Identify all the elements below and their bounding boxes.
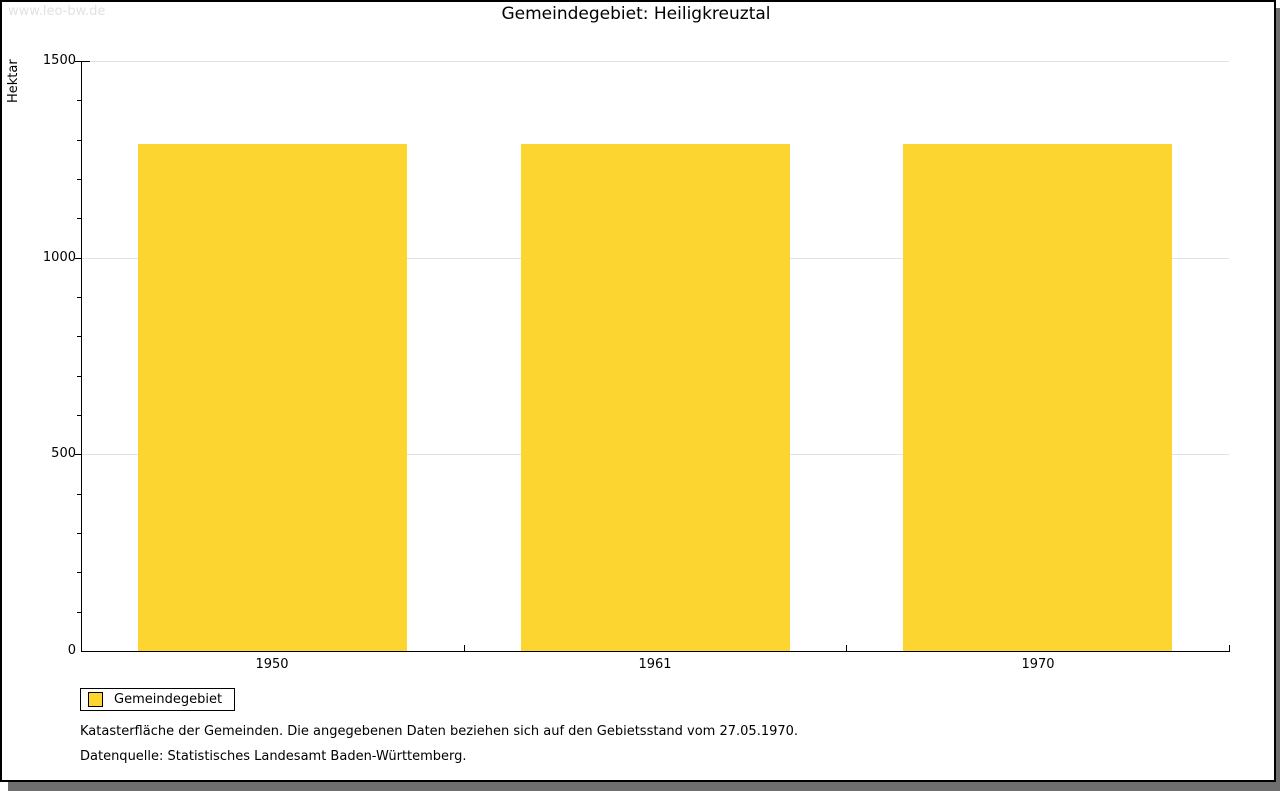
y-axis-title: Hektar <box>6 59 21 103</box>
plot-area: 1950 1961 1970 0 500 1000 1500 <box>42 53 1230 672</box>
y-tick-label-0: 0 <box>67 643 76 658</box>
legend-swatch-icon <box>88 692 103 707</box>
gridline-1500 <box>90 61 1229 62</box>
frame-shadow-bottom <box>8 782 1280 791</box>
y-tick-label-1500: 1500 <box>42 53 76 68</box>
x-axis-line <box>81 651 1230 652</box>
y-tick-800 <box>77 336 81 337</box>
y-tick-1400 <box>77 100 81 101</box>
footnote-source-note: Katasterfläche der Gemeinden. Die angege… <box>80 724 799 739</box>
x-tick-label-1970: 1970 <box>1021 657 1055 672</box>
y-tick-label-500: 500 <box>51 446 76 461</box>
y-tick-900 <box>77 297 81 298</box>
x-boundary-tick-2 <box>846 645 847 652</box>
legend-box: Gemeindegebiet <box>80 688 236 711</box>
y-tick-1000 <box>75 258 81 259</box>
x-boundary-tick-3 <box>1229 645 1230 652</box>
x-tick-label-1961: 1961 <box>638 657 672 672</box>
y-tick-600 <box>77 415 81 416</box>
y-tick-1300 <box>77 140 81 141</box>
footnote-data-source: Datenquelle: Statistisches Landesamt Bad… <box>80 749 467 764</box>
y-tick-200 <box>77 572 81 573</box>
y-tick-label-1000: 1000 <box>42 250 76 265</box>
y-axis-top-cap <box>81 61 90 62</box>
bar-1950 <box>138 144 407 651</box>
y-tick-100 <box>77 612 81 613</box>
y-tick-1200 <box>77 179 81 180</box>
chart-title: Gemeindegebiet: Heiligkreuztal <box>501 4 771 24</box>
y-tick-700 <box>77 376 81 377</box>
y-tick-1500 <box>75 61 81 62</box>
x-boundary-tick-1 <box>464 645 465 652</box>
y-axis-line <box>81 61 82 652</box>
watermark-url: www.leo-bw.de <box>8 4 106 19</box>
y-tick-500 <box>75 454 81 455</box>
y-tick-400 <box>77 494 81 495</box>
legend-item-label: Gemeindegebiet <box>114 692 223 707</box>
frame-shadow-right <box>1276 8 1280 782</box>
bar-1961 <box>521 144 790 651</box>
bar-1970 <box>903 144 1172 651</box>
y-tick-1100 <box>77 218 81 219</box>
y-tick-300 <box>77 533 81 534</box>
x-tick-label-1950: 1950 <box>255 657 289 672</box>
